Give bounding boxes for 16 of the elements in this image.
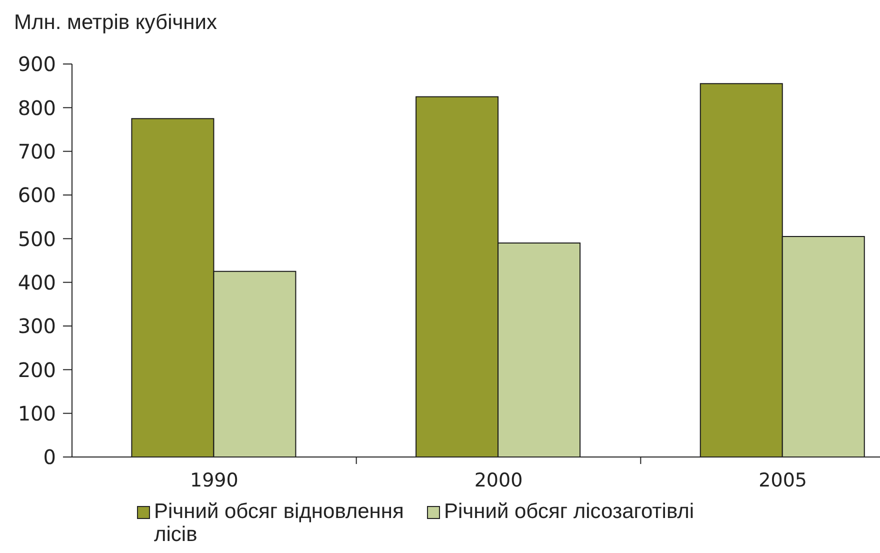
y-tick-label: 500: [18, 226, 56, 251]
x-tick-label: 2005: [758, 469, 808, 492]
x-tick-label: 2000: [474, 469, 523, 492]
y-tick-label: 0: [43, 445, 56, 470]
y-tick-label: 800: [18, 96, 56, 120]
x-tick-label: 1990: [190, 469, 238, 492]
legend-label: Річний обсяг відновлення лісів: [154, 500, 405, 546]
y-tick-label: 900: [18, 52, 56, 76]
y-axis-title: Млн. метрів кубічних: [14, 11, 218, 35]
y-tick-label: 200: [18, 358, 56, 382]
y-tick-label: 600: [18, 183, 56, 208]
y-tick-label: 400: [18, 270, 56, 294]
legend-label: Річний обсяг лісозаготівлі: [444, 500, 694, 523]
y-tick-label: 700: [18, 139, 56, 164]
y-tick-label: 100: [18, 401, 56, 426]
y-tick-label: 300: [18, 314, 56, 338]
